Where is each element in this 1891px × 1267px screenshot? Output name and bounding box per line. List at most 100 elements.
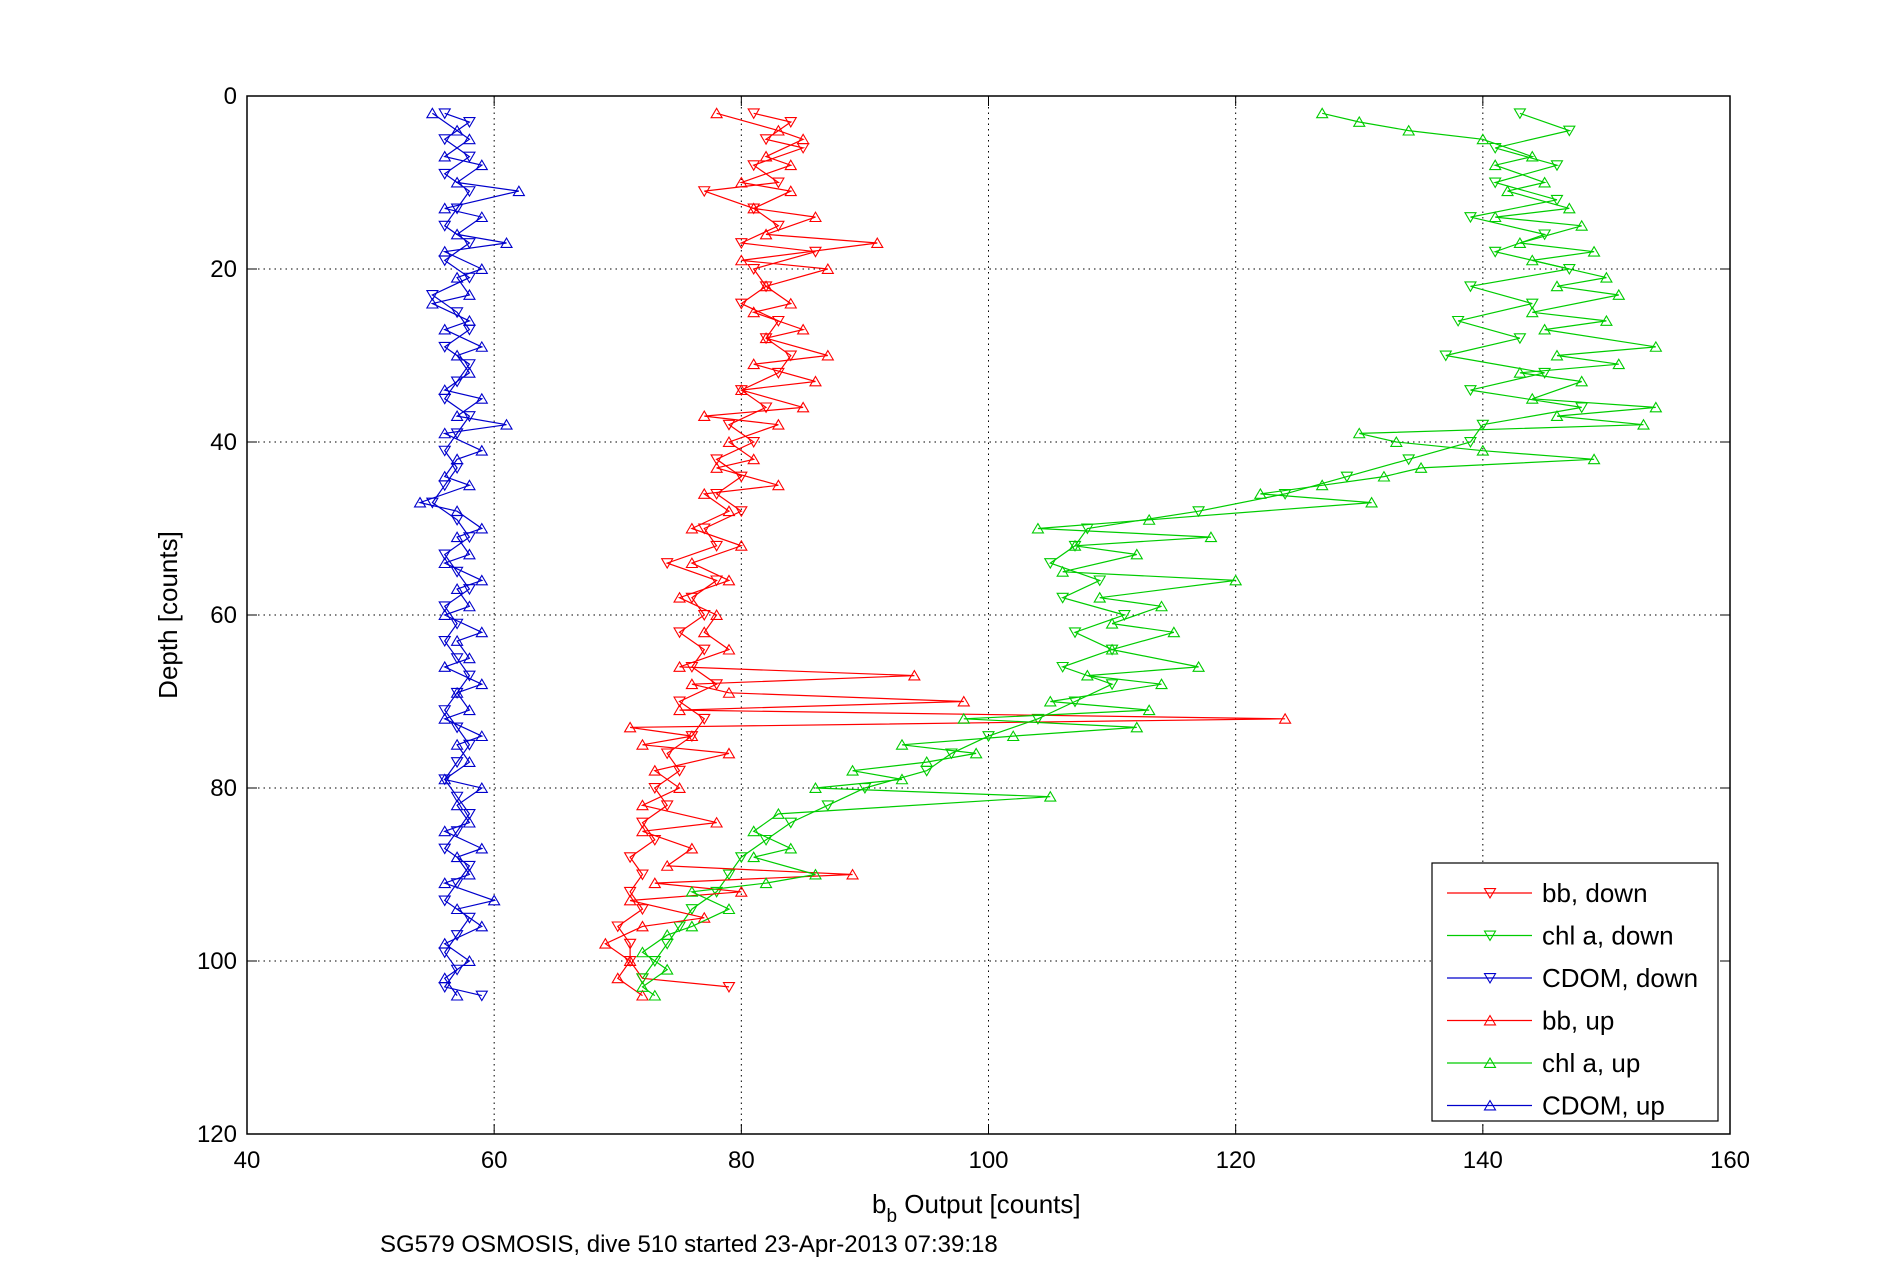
data-point — [636, 946, 649, 958]
data-point — [1550, 160, 1564, 172]
data-point — [475, 211, 489, 223]
y-tick-label: 60 — [210, 602, 237, 629]
data-point — [636, 817, 649, 829]
data-point — [734, 384, 748, 396]
data-point — [660, 929, 674, 941]
data-point — [673, 704, 687, 716]
data-point — [1229, 574, 1243, 586]
data-point — [1402, 454, 1416, 466]
data-point — [1253, 487, 1267, 499]
y-tick-label: 120 — [197, 1121, 237, 1148]
data-point — [438, 937, 452, 949]
data-point — [1476, 444, 1490, 456]
series-layer — [413, 107, 1663, 1002]
ticks: 40 60 80 100 120 140 160 0 20 40 60 80 100 120 — [197, 83, 1750, 1174]
data-point — [969, 747, 983, 759]
data-point — [710, 679, 724, 691]
data-point — [1562, 202, 1576, 214]
data-point — [450, 124, 464, 136]
data-point — [1649, 401, 1663, 413]
legend-label: bb, up — [1542, 1006, 1614, 1036]
data-point — [710, 816, 724, 828]
data-point — [512, 185, 526, 197]
data-point — [475, 842, 489, 854]
data-point — [462, 479, 476, 491]
data-point — [438, 773, 452, 785]
legend-item: bb, down — [1447, 878, 1648, 908]
data-point — [1315, 107, 1329, 119]
data-point — [1278, 488, 1292, 500]
data-point — [673, 591, 687, 603]
data-point — [685, 920, 699, 932]
data-point — [1575, 219, 1589, 231]
data-point — [1599, 314, 1613, 326]
x-tick-label: 120 — [1216, 1147, 1256, 1174]
x-tick-label: 160 — [1710, 1147, 1750, 1174]
data-point — [821, 349, 835, 361]
data-point — [1093, 575, 1107, 587]
data-point — [636, 799, 649, 811]
data-point — [450, 799, 464, 811]
y-tick-label: 100 — [197, 948, 237, 975]
data-point — [1056, 592, 1070, 604]
data-point — [438, 843, 452, 855]
data-point — [697, 487, 711, 499]
data-point — [636, 989, 649, 1001]
data-point — [697, 523, 711, 535]
y-tick-label: 0 — [224, 83, 237, 110]
data-point — [1105, 643, 1119, 655]
x-axis-label-rest: Output [counts] — [897, 1189, 1081, 1219]
data-point — [759, 280, 773, 292]
data-point — [660, 963, 674, 975]
data-point — [771, 220, 785, 232]
data-point — [673, 781, 687, 793]
data-point — [1340, 471, 1354, 483]
data-point — [1377, 470, 1391, 482]
data-point — [784, 350, 798, 362]
data-point — [1278, 712, 1292, 724]
data-point — [1587, 453, 1601, 465]
data-point — [1513, 333, 1527, 345]
data-point — [1575, 402, 1589, 414]
data-point — [1043, 695, 1057, 707]
data-point — [734, 471, 748, 483]
data-point — [475, 781, 489, 793]
data-point — [1006, 730, 1020, 742]
legend-item: CDOM, down — [1447, 963, 1698, 993]
data-point — [450, 851, 464, 863]
data-point — [660, 800, 674, 812]
x-tick-label: 100 — [968, 1147, 1008, 1174]
data-point — [1525, 150, 1539, 162]
data-point — [796, 401, 810, 413]
data-point — [722, 643, 736, 655]
data-point — [1538, 229, 1552, 241]
data-point — [697, 186, 711, 198]
data-point — [722, 686, 736, 698]
data-point — [895, 738, 909, 750]
legend-item: bb, up — [1447, 1006, 1614, 1036]
data-point — [636, 869, 649, 881]
data-point — [784, 817, 798, 829]
data-point — [450, 930, 464, 942]
data-point — [747, 202, 761, 214]
data-point — [1488, 246, 1502, 258]
data-point — [1476, 419, 1490, 431]
data-point — [759, 332, 773, 344]
data-point — [796, 323, 810, 335]
data-point — [438, 712, 452, 724]
data-point — [598, 937, 612, 949]
data-point — [1093, 591, 1107, 603]
data-point — [1476, 133, 1490, 145]
series-cdom-down — [425, 108, 489, 1002]
data-point — [685, 842, 699, 854]
data-point — [1513, 366, 1527, 378]
data-point — [438, 972, 452, 984]
data-point — [475, 444, 489, 456]
data-point — [425, 297, 439, 309]
data-point — [623, 852, 637, 864]
data-point — [710, 107, 724, 119]
data-point — [1599, 271, 1613, 283]
data-point — [982, 731, 995, 743]
data-point — [438, 470, 452, 482]
